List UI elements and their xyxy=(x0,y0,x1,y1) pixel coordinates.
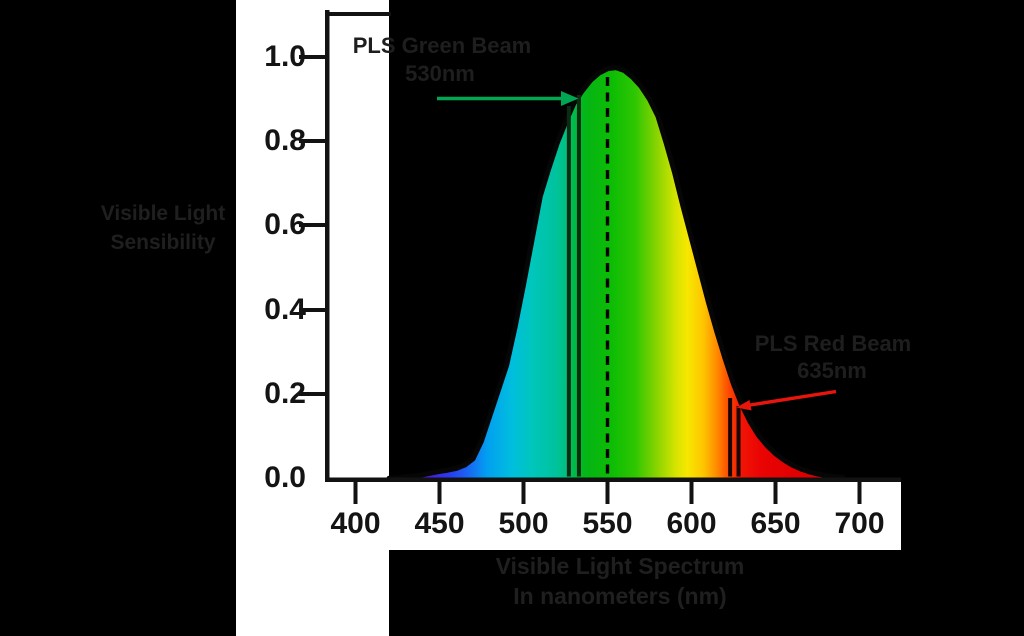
y-tick-label-1.0: 1.0 xyxy=(264,40,306,73)
y-tick xyxy=(299,392,326,396)
x-tick-label-500: 500 xyxy=(498,507,549,540)
y-tick xyxy=(299,308,326,312)
red-beam-arrow-head xyxy=(736,400,752,411)
x-axis-ticks xyxy=(353,481,862,504)
x-axis-title-line1: Visible Light Spectrum xyxy=(495,553,745,579)
x-tick xyxy=(857,481,862,504)
y-tick-label-0.0: 0.0 xyxy=(264,461,306,494)
plot-top-border xyxy=(325,12,391,16)
x-tick-label-650: 650 xyxy=(750,507,801,540)
x-tick xyxy=(689,481,694,504)
red-beam-wavelength: 635nm xyxy=(797,358,867,383)
y-axis-title-line2: Sensibility xyxy=(110,231,216,254)
x-tick-label-550: 550 xyxy=(582,507,633,540)
x-tick xyxy=(353,481,358,504)
y-axis-line xyxy=(325,10,330,481)
x-tick xyxy=(773,481,778,504)
y-tick xyxy=(299,55,326,59)
green-beam-label: PLS Green Beam xyxy=(352,33,532,58)
x-axis-line xyxy=(325,477,901,482)
y-tick-label-0.2: 0.2 xyxy=(264,377,306,410)
green-beam-arrow-head xyxy=(561,91,579,106)
left-white-panel xyxy=(236,0,389,636)
y-tick-label-0.6: 0.6 xyxy=(264,208,306,241)
sensitivity-curve-outline xyxy=(386,65,846,481)
y-tick xyxy=(299,223,326,227)
x-tick-label-700: 700 xyxy=(834,507,885,540)
x-tick xyxy=(605,481,610,504)
x-tick-label-600: 600 xyxy=(666,507,717,540)
x-tick-label-450: 450 xyxy=(414,507,465,540)
sensitivity-curve-fill xyxy=(389,67,843,479)
green-beam-wavelength: 530nm xyxy=(405,61,475,86)
y-tick xyxy=(299,139,326,143)
x-axis-title-line2: In nanometers (nm) xyxy=(513,583,727,609)
x-tick xyxy=(521,481,526,504)
y-axis-title-line1: Visible Light xyxy=(100,202,226,225)
x-tick xyxy=(437,481,442,504)
y-axis-ticks xyxy=(299,55,326,396)
y-tick-label-0.4: 0.4 xyxy=(264,293,306,326)
red-beam-label: PLS Red Beam xyxy=(754,331,912,356)
x-tick-label-400: 400 xyxy=(330,507,381,540)
bottom-white-panel xyxy=(389,478,901,550)
y-tick-label-0.8: 0.8 xyxy=(264,124,306,157)
red-beam-arrow xyxy=(746,389,837,408)
